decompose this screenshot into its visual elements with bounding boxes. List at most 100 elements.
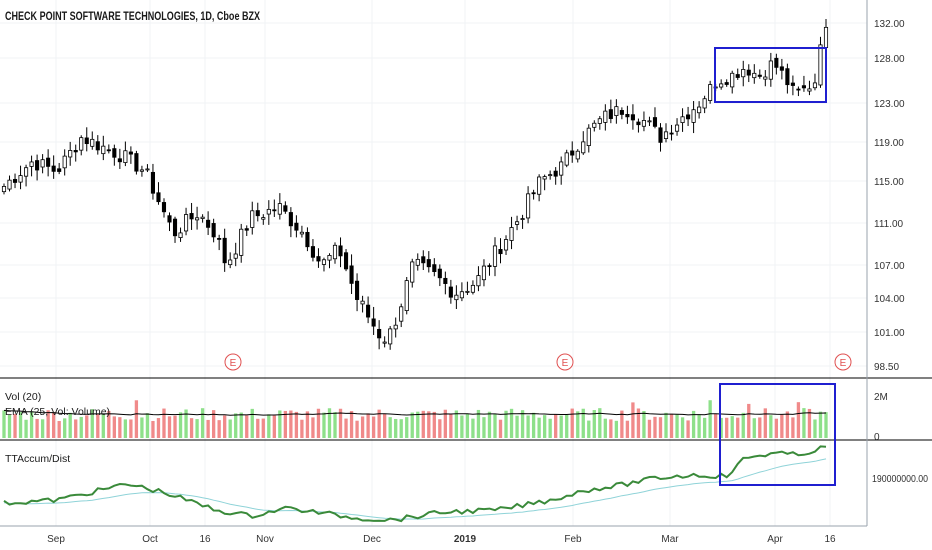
- volume-bar: [63, 418, 67, 438]
- volume-bar: [107, 410, 111, 438]
- volume-bar: [383, 413, 387, 438]
- volume-bar: [151, 420, 155, 438]
- volume-bar: [300, 419, 304, 438]
- volume-bar: [686, 420, 690, 438]
- candle-body: [294, 222, 299, 231]
- volume-bar: [366, 413, 370, 438]
- candle-body: [515, 221, 520, 225]
- candle-body: [12, 178, 18, 183]
- candle-body: [371, 318, 376, 327]
- candle-body: [18, 175, 23, 183]
- volume-bar: [360, 416, 365, 438]
- volume-bar: [427, 411, 431, 438]
- volume-bar: [636, 408, 641, 438]
- volume-bar: [278, 410, 282, 438]
- candle-body: [575, 150, 580, 160]
- candle-body: [343, 252, 349, 270]
- candle-body: [448, 286, 453, 298]
- candle-body: [283, 205, 288, 212]
- candle-body: [531, 192, 536, 195]
- price-highlight-box[interactable]: [714, 47, 827, 103]
- price-tick-label: 101.00: [874, 328, 905, 339]
- candle-body: [145, 168, 150, 171]
- volume-bar: [162, 408, 166, 438]
- candle-body: [680, 116, 685, 124]
- candle-body: [217, 237, 222, 240]
- time-axis-label: Sep: [47, 534, 65, 545]
- volume-bar: [79, 416, 83, 438]
- volume-bar: [184, 409, 188, 438]
- volume-bar: [691, 410, 696, 438]
- accum-label: TTAccum/Dist: [5, 453, 70, 465]
- candle-body: [421, 256, 426, 264]
- candle-body: [156, 192, 161, 203]
- volume-bar: [85, 415, 89, 438]
- candle-body: [189, 213, 194, 220]
- volume-bar: [18, 412, 23, 438]
- earnings-marker-label: E: [230, 358, 237, 369]
- candle-body: [790, 82, 795, 86]
- volume-bar: [465, 413, 470, 438]
- candle-body: [520, 218, 525, 220]
- volume-bar: [421, 410, 425, 438]
- candle-body: [503, 239, 509, 251]
- volume-bar: [542, 415, 547, 438]
- candle-body: [399, 306, 404, 322]
- earnings-marker[interactable]: [834, 353, 852, 371]
- candle-body: [487, 265, 492, 268]
- volume-bar: [780, 414, 784, 438]
- candle-body: [586, 127, 591, 147]
- volume-bar: [416, 411, 420, 438]
- accum-dist-lines: [3, 445, 827, 523]
- candle-body: [377, 328, 382, 339]
- volume-bar: [399, 419, 403, 438]
- earnings-marker[interactable]: [224, 353, 242, 371]
- candle-body: [310, 246, 315, 258]
- earnings-marker[interactable]: [556, 353, 574, 371]
- indicator-highlight-box[interactable]: [719, 383, 836, 486]
- volume-bar: [377, 409, 381, 438]
- time-axis-label: Apr: [767, 534, 783, 545]
- volume-bar: [554, 414, 558, 438]
- candle-body: [62, 155, 67, 169]
- volume-bar: [658, 417, 663, 438]
- candle-body: [470, 284, 475, 293]
- candle-body: [674, 124, 680, 132]
- candle-body: [619, 110, 624, 115]
- time-axis-label: 2019: [454, 534, 477, 545]
- price-axis-ticks[interactable]: 132.00 128.00 123.00 119.00 115.00 111.00 107.…: [874, 19, 905, 373]
- candle-body: [724, 82, 729, 85]
- candle-body: [796, 88, 801, 91]
- candle-body: [244, 228, 249, 231]
- volume-bar: [680, 417, 685, 438]
- candle-body: [7, 179, 12, 190]
- volume-bar: [123, 419, 128, 438]
- candle-body: [272, 209, 277, 212]
- price-tick-label: 115.00: [874, 177, 904, 188]
- volume-bar: [7, 414, 12, 438]
- candle-body: [183, 214, 189, 232]
- candle-body: [537, 176, 542, 195]
- candle-body: [255, 210, 260, 217]
- volume-bar: [791, 417, 795, 438]
- candle-body: [360, 300, 365, 305]
- volume-bar: [322, 412, 326, 438]
- candle-body: [178, 232, 183, 239]
- candle-body: [597, 118, 602, 124]
- time-axis-labels[interactable]: Sep Oct 16 Nov Dec 2019 Feb Mar Apr 16: [47, 534, 836, 545]
- candle-body: [492, 245, 498, 267]
- candle-body: [708, 84, 713, 101]
- volume-bar: [509, 408, 514, 438]
- volume-bar: [818, 411, 823, 438]
- volume-bar: [289, 410, 293, 438]
- volume-bar: [581, 408, 585, 438]
- candle-body: [211, 223, 216, 238]
- candle-body: [553, 170, 558, 177]
- volume-bar: [327, 408, 332, 438]
- volume-bar: [250, 408, 254, 438]
- candle-body: [426, 259, 431, 268]
- accum-signal-line: [3, 458, 827, 520]
- candle-body: [779, 66, 784, 71]
- candle-body: [454, 294, 459, 301]
